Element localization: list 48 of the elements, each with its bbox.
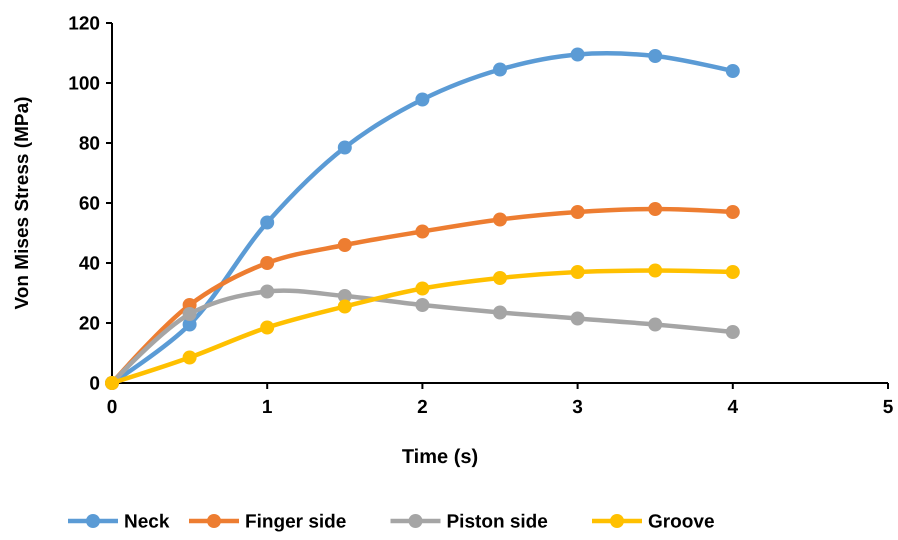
legend-label: Groove (648, 512, 715, 533)
point (648, 264, 662, 278)
point (570, 265, 585, 279)
point (415, 282, 430, 296)
y-tick-label: 20 (78, 314, 100, 335)
point (493, 306, 507, 320)
point (338, 238, 352, 252)
legend-label: Piston side (446, 512, 548, 533)
point (726, 265, 740, 279)
y-tick-label: 100 (68, 74, 100, 95)
point (648, 202, 662, 216)
point (260, 284, 274, 298)
point (182, 350, 197, 364)
point (570, 205, 585, 219)
point (415, 298, 430, 312)
x-tick-label: 1 (262, 397, 273, 418)
x-tick-label: 3 (572, 397, 583, 418)
point (648, 318, 662, 332)
legend-label: Neck (124, 512, 170, 533)
x-tick-label: 4 (728, 397, 739, 418)
point (260, 216, 274, 230)
point (493, 212, 507, 226)
y-tick-label: 80 (78, 134, 100, 155)
x-axis-title: Time (s) (402, 446, 478, 468)
point (493, 62, 507, 76)
point (338, 300, 352, 314)
point (415, 92, 430, 106)
point (493, 271, 507, 285)
point (570, 312, 585, 326)
point (648, 49, 662, 63)
point (338, 140, 352, 154)
point (260, 320, 274, 334)
y-tick-label: 60 (78, 194, 100, 215)
y-tick-label: 40 (78, 254, 100, 275)
y-tick-label: 0 (89, 374, 100, 395)
point (260, 256, 274, 270)
point (415, 224, 430, 238)
x-tick-label: 0 (106, 397, 118, 418)
y-axis-title: Von Mises Stress (MPa) (12, 96, 33, 310)
x-tick-label: 5 (882, 397, 894, 418)
point (726, 325, 740, 339)
point (726, 205, 740, 219)
point (182, 307, 197, 321)
x-tick-label: 2 (417, 397, 428, 418)
y-tick-label: 120 (68, 14, 100, 35)
legend-label: Finger side (245, 512, 346, 533)
point (570, 48, 585, 62)
point (726, 64, 740, 78)
